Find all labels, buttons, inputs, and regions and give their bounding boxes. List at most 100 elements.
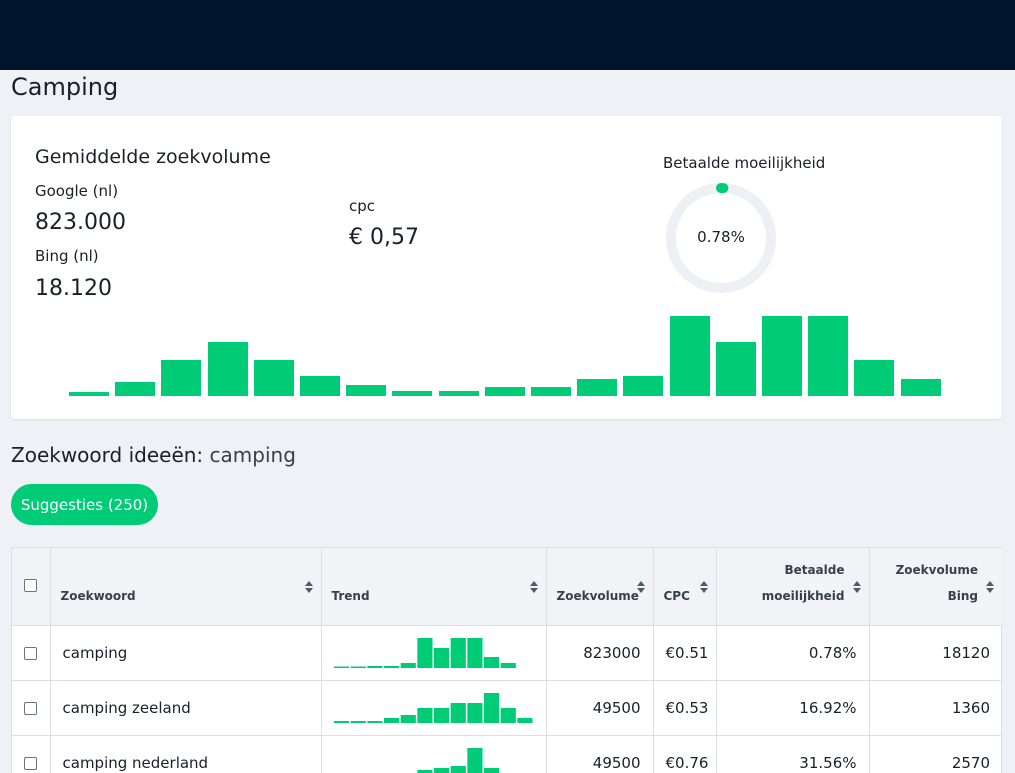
keyword-ideas-keyword: camping xyxy=(209,443,296,467)
row-checkbox[interactable] xyxy=(24,756,37,770)
chart-bar xyxy=(346,385,387,396)
sparkline-bar xyxy=(383,665,399,668)
chart-bar xyxy=(115,382,156,396)
sparkline-bar xyxy=(483,692,499,723)
sparkline-bar xyxy=(383,717,399,723)
sort-icon[interactable] xyxy=(699,580,709,594)
column-bing[interactable]: Zoekvolume Bing xyxy=(869,548,1002,625)
keyword-cell[interactable]: camping xyxy=(50,624,322,680)
chart-bar xyxy=(669,316,710,396)
column-difficulty[interactable]: Betaalde moeilijkheid xyxy=(716,548,870,625)
row-select-cell xyxy=(12,679,51,735)
sparkline-bar xyxy=(450,702,466,723)
select-all-checkbox[interactable] xyxy=(24,579,37,592)
sparkline-bar xyxy=(500,662,516,668)
cpc-cell: €0.53 xyxy=(653,679,717,735)
volume-cell: 49500 xyxy=(546,679,654,735)
sparkline-bar xyxy=(483,656,499,668)
column-keyword[interactable]: Zoekwoord xyxy=(50,548,322,625)
sparkline-bar xyxy=(400,662,416,668)
chart-bar xyxy=(392,391,433,396)
trend-sparkline xyxy=(400,747,499,773)
chart-bar xyxy=(715,342,756,396)
bing-volume-cell: 1360 xyxy=(869,679,1002,735)
suggestions-button[interactable]: Suggesties (250) xyxy=(11,484,158,525)
chart-bar xyxy=(207,342,248,396)
sort-icon[interactable] xyxy=(985,580,995,594)
card-heading: Gemiddelde zoekvolume xyxy=(35,146,271,168)
chart-bar xyxy=(808,316,849,396)
keyword-cell[interactable]: camping nederland xyxy=(50,734,322,773)
chart-bar xyxy=(438,391,479,396)
bing-value: 18.120 xyxy=(35,276,112,301)
keyword-table: Zoekwoord Trend Zoekvolume CPC Betaalde m… xyxy=(11,547,1002,773)
column-bing-label-1: Zoekvolume xyxy=(895,562,978,577)
column-trend-label: Trend xyxy=(331,588,370,603)
sparkline-bar xyxy=(416,707,432,723)
sparkline-bar xyxy=(433,767,449,773)
sparkline-bar xyxy=(416,769,432,773)
table-row[interactable]: camping nederland 49500 €0.76 31.56% 257… xyxy=(12,734,1002,773)
difficulty-cell: 16.92% xyxy=(716,679,870,735)
sparkline-bar xyxy=(466,637,482,668)
sparkline-bar xyxy=(466,702,482,723)
sort-icon[interactable] xyxy=(529,580,539,594)
sparkline-bar xyxy=(516,717,532,723)
cpc-cell: €0.51 xyxy=(653,624,717,680)
bing-label: Bing (nl) xyxy=(35,247,99,265)
keyword-cell[interactable]: camping zeeland xyxy=(50,679,322,735)
cpc-value: € 0,57 xyxy=(349,225,419,250)
column-volume[interactable]: Zoekvolume xyxy=(546,548,654,625)
sparkline-bar xyxy=(400,714,416,723)
volume-cell: 823000 xyxy=(546,624,654,680)
sparkline-bar xyxy=(416,637,432,668)
sparkline-bar xyxy=(450,637,466,668)
volume-cell: 49500 xyxy=(546,734,654,773)
sparkline-bar xyxy=(333,666,349,668)
column-cpc-label: CPC xyxy=(663,588,690,603)
row-checkbox[interactable] xyxy=(24,646,37,660)
chart-bar xyxy=(854,360,895,396)
select-all-header xyxy=(12,548,51,625)
chart-bar xyxy=(253,360,294,396)
difficulty-title: Betaalde moeilijkheid xyxy=(663,154,826,172)
difficulty-cell: 0.78% xyxy=(716,624,870,680)
cpc-cell: €0.76 xyxy=(653,734,717,773)
page-title: Camping xyxy=(11,73,119,101)
table-row[interactable]: camping 823000 €0.51 0.78% 18120 xyxy=(12,624,1002,680)
sparkline-bar xyxy=(483,767,499,773)
column-keyword-label: Zoekwoord xyxy=(60,588,136,603)
chart-bar xyxy=(69,392,109,396)
sparkline-bar xyxy=(333,720,349,723)
chart-bar xyxy=(623,376,664,396)
sparkline-bar xyxy=(366,720,382,723)
column-difficulty-label-2: moeilijkheid xyxy=(761,588,845,603)
row-select-cell xyxy=(12,624,51,680)
sort-icon[interactable] xyxy=(304,580,314,594)
column-difficulty-label-1: Betaalde xyxy=(784,562,845,577)
cpc-label: cpc xyxy=(349,197,376,215)
sparkline-bar xyxy=(466,747,482,773)
column-volume-label: Zoekvolume xyxy=(556,588,639,603)
sort-icon[interactable] xyxy=(852,580,862,594)
column-cpc[interactable]: CPC xyxy=(653,548,717,625)
chart-bar xyxy=(531,387,571,396)
keyword-ideas-title: Zoekwoord ideeën: camping xyxy=(11,443,296,467)
chart-bar xyxy=(762,316,802,396)
trend-sparkline xyxy=(333,637,516,668)
sort-icon[interactable] xyxy=(636,580,646,594)
difficulty-gauge xyxy=(666,183,776,293)
trend-cell xyxy=(321,679,547,735)
column-trend[interactable]: Trend xyxy=(321,548,547,625)
sparkline-bar xyxy=(450,765,466,773)
table-header-row: Zoekwoord Trend Zoekvolume CPC Betaalde m… xyxy=(12,548,1002,625)
difficulty-cell: 31.56% xyxy=(716,734,870,773)
sparkline-bar xyxy=(433,647,449,668)
chart-bar xyxy=(577,379,618,396)
bing-volume-cell: 18120 xyxy=(869,624,1002,680)
table-row[interactable]: camping zeeland 49500 €0.53 16.92% 1360 xyxy=(12,679,1002,735)
row-checkbox[interactable] xyxy=(24,701,37,715)
sparkline-bar xyxy=(500,707,516,723)
chart-bar xyxy=(900,379,941,396)
sparkline-bar xyxy=(366,665,382,668)
